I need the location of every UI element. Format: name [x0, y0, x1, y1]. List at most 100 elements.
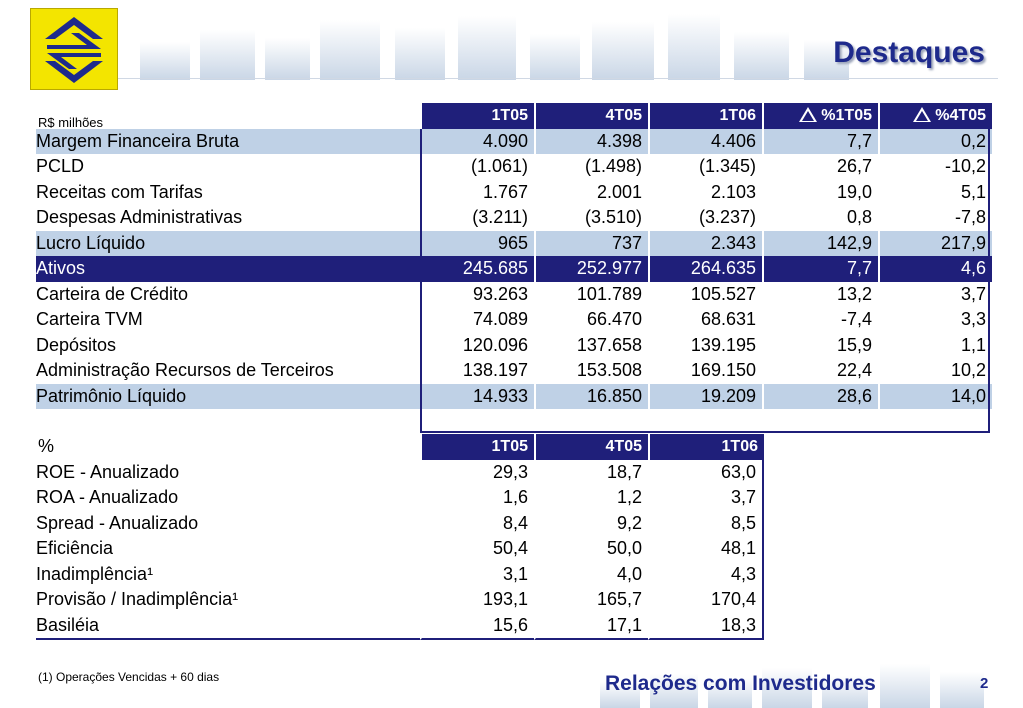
table-row: Despesas Administrativas (3.211) (3.510) (3…: [36, 205, 992, 231]
column-header: 1T05: [420, 103, 534, 129]
cell-value: 13,2: [762, 281, 878, 307]
table-row: Carteira TVM 74.089 66.470 68.631 -7,4 3,3: [36, 307, 992, 333]
table-row: Receitas com Tarifas 1.767 2.001 2.103 19,0 5…: [36, 179, 992, 205]
cell-value: 0,8: [762, 205, 878, 231]
column-header: %4T05: [878, 103, 992, 129]
column-header-label: 1T06: [719, 106, 756, 124]
table-row: Depósitos 120.096 137.658 139.195 15,9 1,1: [36, 332, 992, 358]
cell-value: (1.345): [648, 154, 762, 180]
cell-value: 217,9: [878, 230, 992, 256]
row-label: Lucro Líquido: [36, 230, 420, 256]
cell-value: -7,4: [762, 307, 878, 333]
column-header: 4T05: [534, 434, 648, 460]
cell-value: 1,1: [878, 332, 992, 358]
row-label: PCLD: [36, 156, 85, 177]
table-header-row: 1T05 4T05 1T06: [36, 434, 764, 460]
cell-value: 8,5: [648, 510, 764, 536]
cell-value: 15,9: [762, 332, 878, 358]
cell-value: 965: [420, 230, 534, 256]
cell-value: 7,7: [762, 128, 878, 154]
cell-value: 1,6: [420, 485, 534, 511]
column-header: 1T06: [648, 434, 764, 460]
cell-value: 3,1: [420, 561, 534, 587]
highlights-table: 1T05 4T05 1T06 %1T05 %4T05 Margem Financeira …: [36, 103, 992, 409]
cell-value: 153.508: [534, 358, 648, 384]
cell-value: 9,2: [534, 510, 648, 536]
table-row: Patrimônio Líquido 14.933 16.850 19.209 28,6…: [36, 383, 992, 409]
row-label: Inadimplência¹: [36, 563, 154, 584]
page-title: Destaques: [833, 36, 985, 69]
column-header: 1T06: [648, 103, 762, 129]
cell-value: 252.977: [534, 256, 648, 282]
cell-value: 19.209: [648, 383, 762, 409]
cell-value: 737: [534, 230, 648, 256]
cell-value: -7,8: [878, 205, 992, 231]
delta-triangle-icon: [913, 106, 932, 122]
table-row: Inadimplência¹ 3,1 4,0 4,3: [36, 561, 764, 587]
cell-value: 14,0: [878, 383, 992, 409]
cell-value: 4.398: [534, 128, 648, 154]
cell-value: 66.470: [534, 307, 648, 333]
column-header-label: 1T05: [491, 106, 528, 124]
row-label: Administração Recursos de Terceiros: [36, 360, 334, 381]
cell-value: 15,6: [420, 612, 534, 640]
page-number: 2: [980, 675, 989, 692]
cell-value: 4.406: [648, 128, 762, 154]
footnote: (1) Operações Vencidas + 60 dias: [38, 670, 220, 684]
cell-value: 2.343: [648, 230, 762, 256]
cell-value: 28,6: [762, 383, 878, 409]
cell-value: 29,3: [420, 459, 534, 485]
row-label: Spread - Anualizado: [36, 512, 199, 533]
percent-unit-label: %: [38, 436, 55, 456]
cell-value: 18,7: [534, 459, 648, 485]
cell-value: (3.237): [648, 205, 762, 231]
banco-do-brasil-logo-icon: [30, 8, 118, 90]
table-row: ROE - Anualizado 29,3 18,7 63,0: [36, 459, 764, 485]
row-label: Ativos: [36, 256, 420, 282]
cell-value: 4,6: [878, 256, 992, 282]
cell-value: 3,7: [648, 485, 764, 511]
row-label: Provisão / Inadimplência¹: [36, 589, 239, 610]
row-label: Carteira de Crédito: [36, 283, 189, 304]
cell-value: 16.850: [534, 383, 648, 409]
cell-value: 68.631: [648, 307, 762, 333]
ratios-table: 1T05 4T05 1T06 ROE - Anualizado 29,3 18,7 63,0…: [36, 434, 764, 640]
column-header-label: %1T05: [821, 106, 872, 124]
cell-value: 142,9: [762, 230, 878, 256]
table1-frame: [420, 129, 990, 433]
header-spacer: [36, 103, 420, 129]
table-row: Ativos 245.685 252.977 264.635 7,7 4,6: [36, 256, 992, 282]
row-label: Margem Financeira Bruta: [36, 128, 420, 154]
cell-value: 19,0: [762, 179, 878, 205]
column-header: 4T05: [534, 103, 648, 129]
header-rule: [118, 78, 998, 79]
cell-value: 10,2: [878, 358, 992, 384]
column-header: 1T05: [420, 434, 534, 460]
cell-value: -10,2: [878, 154, 992, 180]
unit-label: R$ milhões: [38, 115, 104, 130]
delta-triangle-icon: [799, 106, 818, 122]
cell-value: 245.685: [420, 256, 534, 282]
table-row: Carteira de Crédito 93.263 101.789 105.527 1…: [36, 281, 992, 307]
row-label: ROA - Anualizado: [36, 487, 179, 508]
cell-value: 8,4: [420, 510, 534, 536]
column-header-label: %4T05: [935, 106, 986, 124]
cell-value: 105.527: [648, 281, 762, 307]
cell-value: 193,1: [420, 587, 534, 613]
table-row: PCLD (1.061) (1.498) (1.345) 26,7 -10,2: [36, 154, 992, 180]
cell-value: 3,7: [878, 281, 992, 307]
cell-value: 26,7: [762, 154, 878, 180]
column-header-label: 4T05: [605, 106, 642, 124]
table-row: Provisão / Inadimplência¹ 193,1 165,7 170,4: [36, 587, 764, 613]
cell-value: 17,1: [534, 612, 648, 640]
cell-value: 101.789: [534, 281, 648, 307]
row-label: Despesas Administrativas: [36, 207, 243, 228]
cell-value: 170,4: [648, 587, 764, 613]
cell-value: 50,0: [534, 536, 648, 562]
cell-value: (1.498): [534, 154, 648, 180]
row-label: Eficiência: [36, 538, 114, 559]
cell-value: 14.933: [420, 383, 534, 409]
row-label: ROE - Anualizado: [36, 461, 180, 482]
row-label: Carteira TVM: [36, 309, 143, 330]
cell-value: 50,4: [420, 536, 534, 562]
